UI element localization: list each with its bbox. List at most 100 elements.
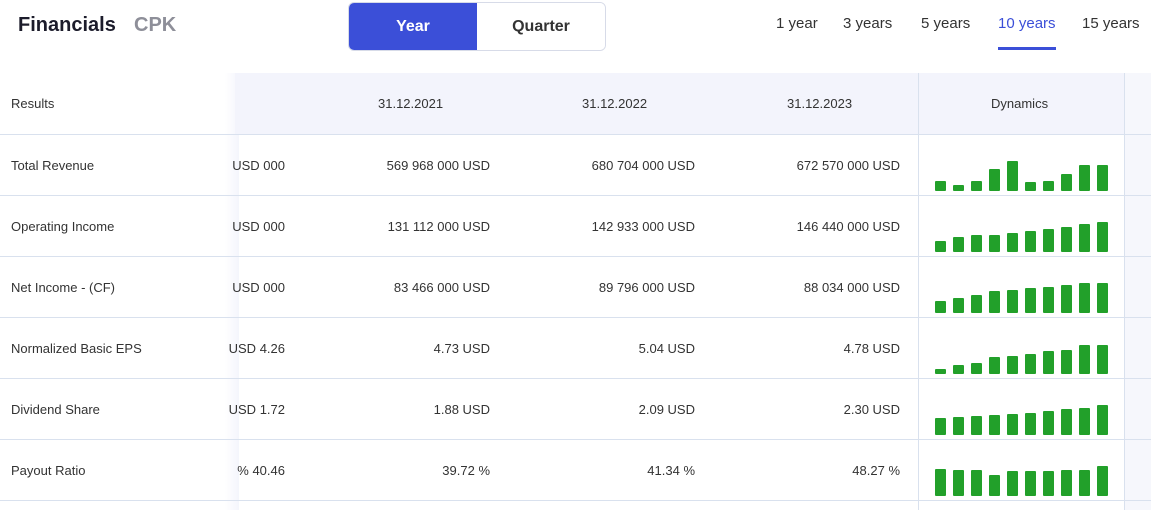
sparkline-bar [1097,165,1108,191]
cell-2021: 569 968 000 USD [386,158,490,173]
row-label: Normalized Basic EPS [11,341,142,356]
header-background [235,73,1125,134]
sparkline-bar [1097,283,1108,313]
period-5-years[interactable]: 5 years [921,15,971,32]
sparkline-bar [1043,471,1054,496]
cell-2022: 5.04 USD [638,341,695,356]
cell-2020-partial: 4.26 USD [228,341,285,356]
sparkline-bar [971,181,982,191]
right-divider [1124,73,1125,510]
period-tabs: 1 year 3 years 5 years 10 years 15 years [0,15,1151,55]
table-row-dividend-share: Dividend Share 1.72 USD 1.88 USD 2.09 USD 2.… [0,378,1151,439]
quarter-button[interactable]: Quarter [477,3,605,50]
sparkline-bar [953,298,964,313]
sparkline-bar [1007,161,1018,191]
col-2021-header: 31.12.2021 [378,96,444,111]
sparkline-bar [953,237,964,252]
table-row-normalized-basic-eps: Normalized Basic EPS 4.26 USD 4.73 USD 5.04… [0,317,1151,378]
dynamics-sparkline [935,440,1115,501]
period-1-year[interactable]: 1 year [776,15,818,32]
table-row-net-income: Net Income - (CF) 000 USD 83 466 000 USD 89… [0,256,1151,317]
sparkline-bar [1043,181,1054,191]
sparkline-bar [1043,351,1054,374]
sparkline-bar [1007,290,1018,313]
table-row-operating-income: Operating Income 000 USD 131 112 000 USD 14… [0,195,1151,256]
sparkline-bar [989,235,1000,252]
page-title: Financials [18,14,116,36]
sparkline-bar [1097,405,1108,435]
sparkline-bar [1025,288,1036,313]
sparkline-bar [971,295,982,313]
dynamics-header: Dynamics [991,96,1049,111]
sparkline-bar [971,235,982,252]
sparkline-bar [1079,470,1090,496]
sparkline-bar [1007,414,1018,435]
sparkline-bar [1007,356,1018,374]
year-button[interactable]: Year [349,3,477,50]
sparkline-bar [1043,411,1054,435]
sparkline-bar [1043,287,1054,313]
cell-2020-partial: 000 USD [232,280,285,295]
table-header-row: Results 31.12.2021 31.12.2022 31.12.2023… [0,73,1151,134]
sparkline-bar [1007,233,1018,252]
row-label: Payout Ratio [11,463,86,478]
table-row-payout-ratio: Payout Ratio 40.46 % 39.72 % 41.34 % 48.27 % [0,439,1151,500]
cell-2023: 48.27 % [852,463,900,478]
cell-2021: 39.72 % [442,463,490,478]
sparkline-bar [1061,285,1072,313]
sparkline-bar [989,357,1000,374]
sparkline-bar [953,185,964,191]
sparkline-bar [989,291,1000,313]
sparkline-bar [1079,165,1090,191]
sparkline-bar [1043,229,1054,252]
header: Financials CPK Year Quarter 1 year 3 yea… [0,0,1151,70]
sparkline-bar [935,369,946,374]
period-3-years[interactable]: 3 years [843,15,893,32]
row-label: Dividend Share [11,402,100,417]
period-10-years[interactable]: 10 years [998,15,1056,32]
dynamics-sparkline [935,379,1115,440]
sparkline-bar [1079,345,1090,374]
sparkline-bar [1079,283,1090,313]
period-15-years[interactable]: 15 years [1082,15,1140,32]
sparkline-bar [953,417,964,435]
table-row-total-revenue: Total Revenue 000 USD 569 968 000 USD 680 7… [0,134,1151,195]
cell-2020-partial: 000 USD [232,158,285,173]
dynamics-sparkline [935,318,1115,379]
sparkline-bar [1097,466,1108,496]
year-quarter-toggle: Year Quarter [348,2,606,51]
cell-2020-partial: 40.46 % [237,463,285,478]
cell-2022: 89 796 000 USD [598,280,695,295]
sparkline-bar [1079,408,1090,435]
sparkline-bar [971,363,982,374]
ticker-symbol: CPK [134,14,177,36]
sparkline-bar [1097,222,1108,252]
col-2023-header: 31.12.2023 [787,96,853,111]
sparkline-bar [1061,227,1072,252]
cell-2023: 4.78 USD [843,341,900,356]
sparkline-bar [1025,471,1036,496]
cell-2023: 672 570 000 USD [796,158,900,173]
sparkline-bar [1025,182,1036,191]
cell-2021: 131 112 000 USD [387,219,490,234]
sparkline-bar [989,475,1000,496]
sparkline-bar [989,415,1000,435]
sparkline-bar [971,470,982,496]
scroll-fade [225,73,239,510]
sparkline-bar [1025,413,1036,435]
row-label: Net Income - (CF) [11,280,116,295]
cell-2021: 83 466 000 USD [393,280,490,295]
cell-2022: 2.09 USD [638,402,695,417]
dynamics-divider [918,73,919,510]
cell-2022: 41.34 % [647,463,695,478]
col-2022-header: 31.12.2022 [582,96,648,111]
sparkline-bar [989,169,1000,191]
table-bottom-border [0,500,1151,501]
results-header: Results [11,96,55,111]
sparkline-bar [1079,224,1090,252]
row-label: Operating Income [11,219,115,234]
sparkline-bar [1061,350,1072,374]
row-label: Total Revenue [11,158,95,173]
sparkline-bar [935,181,946,191]
right-scroll-strip [1125,73,1151,510]
